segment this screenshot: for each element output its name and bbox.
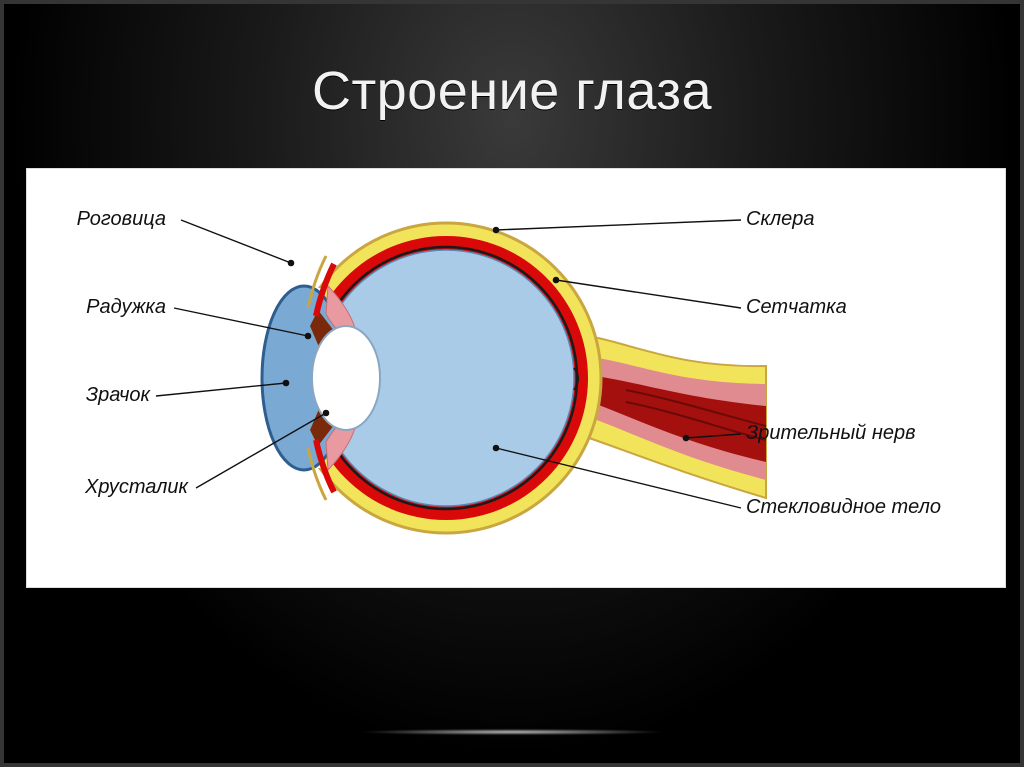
bottom-glow [362,729,662,735]
label-pupil: Зрачок [86,384,150,407]
eyeball [262,223,601,533]
slide: Строение глаза [0,0,1024,767]
eye-diagram [26,168,1006,588]
label-nerve: Зрительный нерв [746,422,916,445]
label-iris: Радужка [86,296,166,319]
label-retina: Сетчатка [746,296,847,319]
label-vitreous: Стекловидное тело [746,496,941,519]
slide-title: Строение глаза [4,60,1020,122]
label-cornea: Роговица [77,208,166,231]
label-sclera: Склера [746,208,815,231]
label-lens: Хрусталик [85,476,188,499]
diagram-panel: Роговица Радужка Зрачок Хрусталик Склера… [26,168,1006,588]
